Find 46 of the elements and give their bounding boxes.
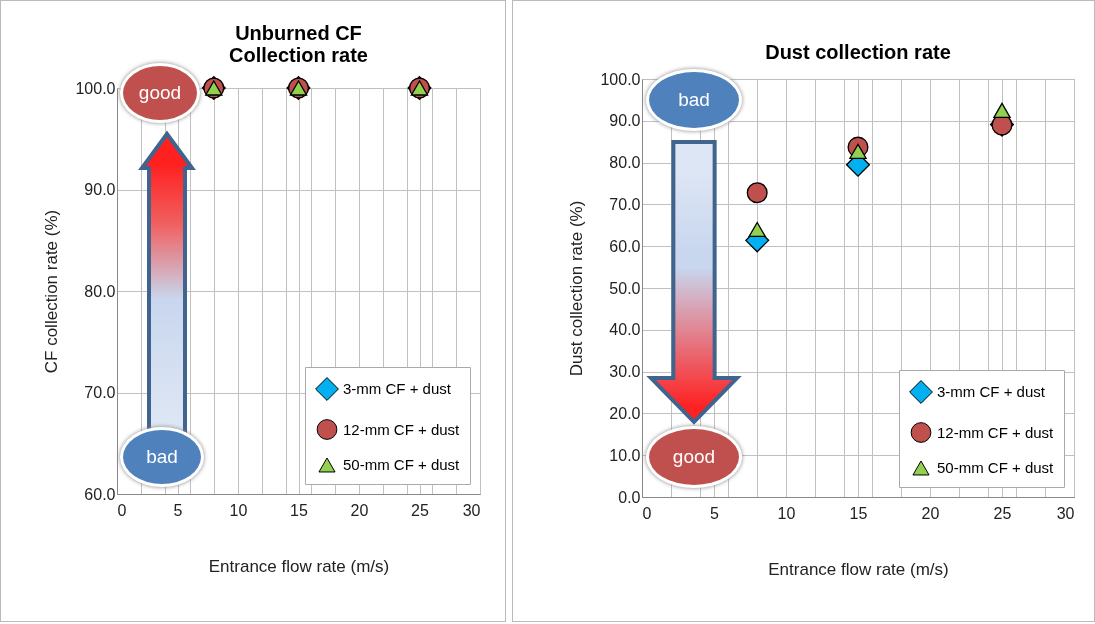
annotation: bad [678, 89, 710, 111]
y-tick-label: 70.0 [609, 195, 641, 213]
x-tick-label: 5 [173, 501, 183, 519]
x-tick-label: 20 [921, 504, 940, 522]
legend-label: 3-mm CF + dust [343, 380, 452, 397]
y-tick-label: 100.0 [600, 70, 641, 88]
annotation: bad [146, 446, 178, 468]
x-tick-label: 25 [993, 504, 1012, 522]
y-tick-label: 100.0 [75, 79, 116, 97]
y-axis-title: Dust collection rate (%) [567, 200, 587, 377]
legend-label: 50-mm CF + dust [343, 456, 461, 473]
y-tick-label: 30.0 [609, 363, 641, 381]
legend-label: 12-mm CF + dust [937, 423, 1055, 441]
y-tick-label: 70.0 [84, 384, 116, 401]
legend-label: 50-mm CF + dust [937, 459, 1055, 476]
y-tick-label: 20.0 [609, 404, 641, 422]
x-tick-label: 5 [710, 504, 720, 522]
y-tick-label: 60.0 [84, 485, 116, 503]
y-axis-title: CF collection rate (%) [42, 209, 62, 374]
y-tick-label: 40.0 [609, 321, 641, 339]
x-tick-label: 25 [411, 501, 429, 519]
chart-title: Unburned CF Collection rate [229, 22, 368, 66]
y-tick-label: 90.0 [84, 181, 116, 198]
y-tick-label: 0.0 [618, 488, 641, 506]
x-tick-label: 15 [849, 504, 868, 522]
annotation: good [672, 446, 716, 468]
x-tick-label: 20 [350, 501, 369, 519]
chart-title: Dust collection rate [765, 41, 951, 63]
x-tick-label: 30 [462, 501, 481, 519]
x-tick-label: 30 [1056, 504, 1075, 522]
y-tick-label: 80.0 [84, 282, 116, 300]
x-axis-title: Entrance flow rate (m/s) [768, 559, 949, 579]
y-tick-label: 90.0 [609, 112, 641, 130]
annotation: good [138, 82, 182, 104]
x-axis-title: Entrance flow rate (m/s) [208, 556, 390, 576]
x-tick-label: 0 [117, 501, 127, 519]
y-tick-label: 10.0 [609, 446, 641, 464]
x-tick-label: 0 [642, 504, 652, 522]
y-tick-label: 50.0 [609, 279, 641, 297]
legend-label: 12-mm CF + dust [343, 420, 461, 438]
x-tick-label: 15 [290, 501, 308, 519]
y-tick-label: 80.0 [609, 154, 641, 172]
y-tick-label: 60.0 [609, 237, 641, 255]
legend-label: 3-mm CF + dust [937, 383, 1046, 400]
x-tick-label: 10 [229, 501, 248, 519]
x-tick-label: 10 [777, 504, 796, 522]
